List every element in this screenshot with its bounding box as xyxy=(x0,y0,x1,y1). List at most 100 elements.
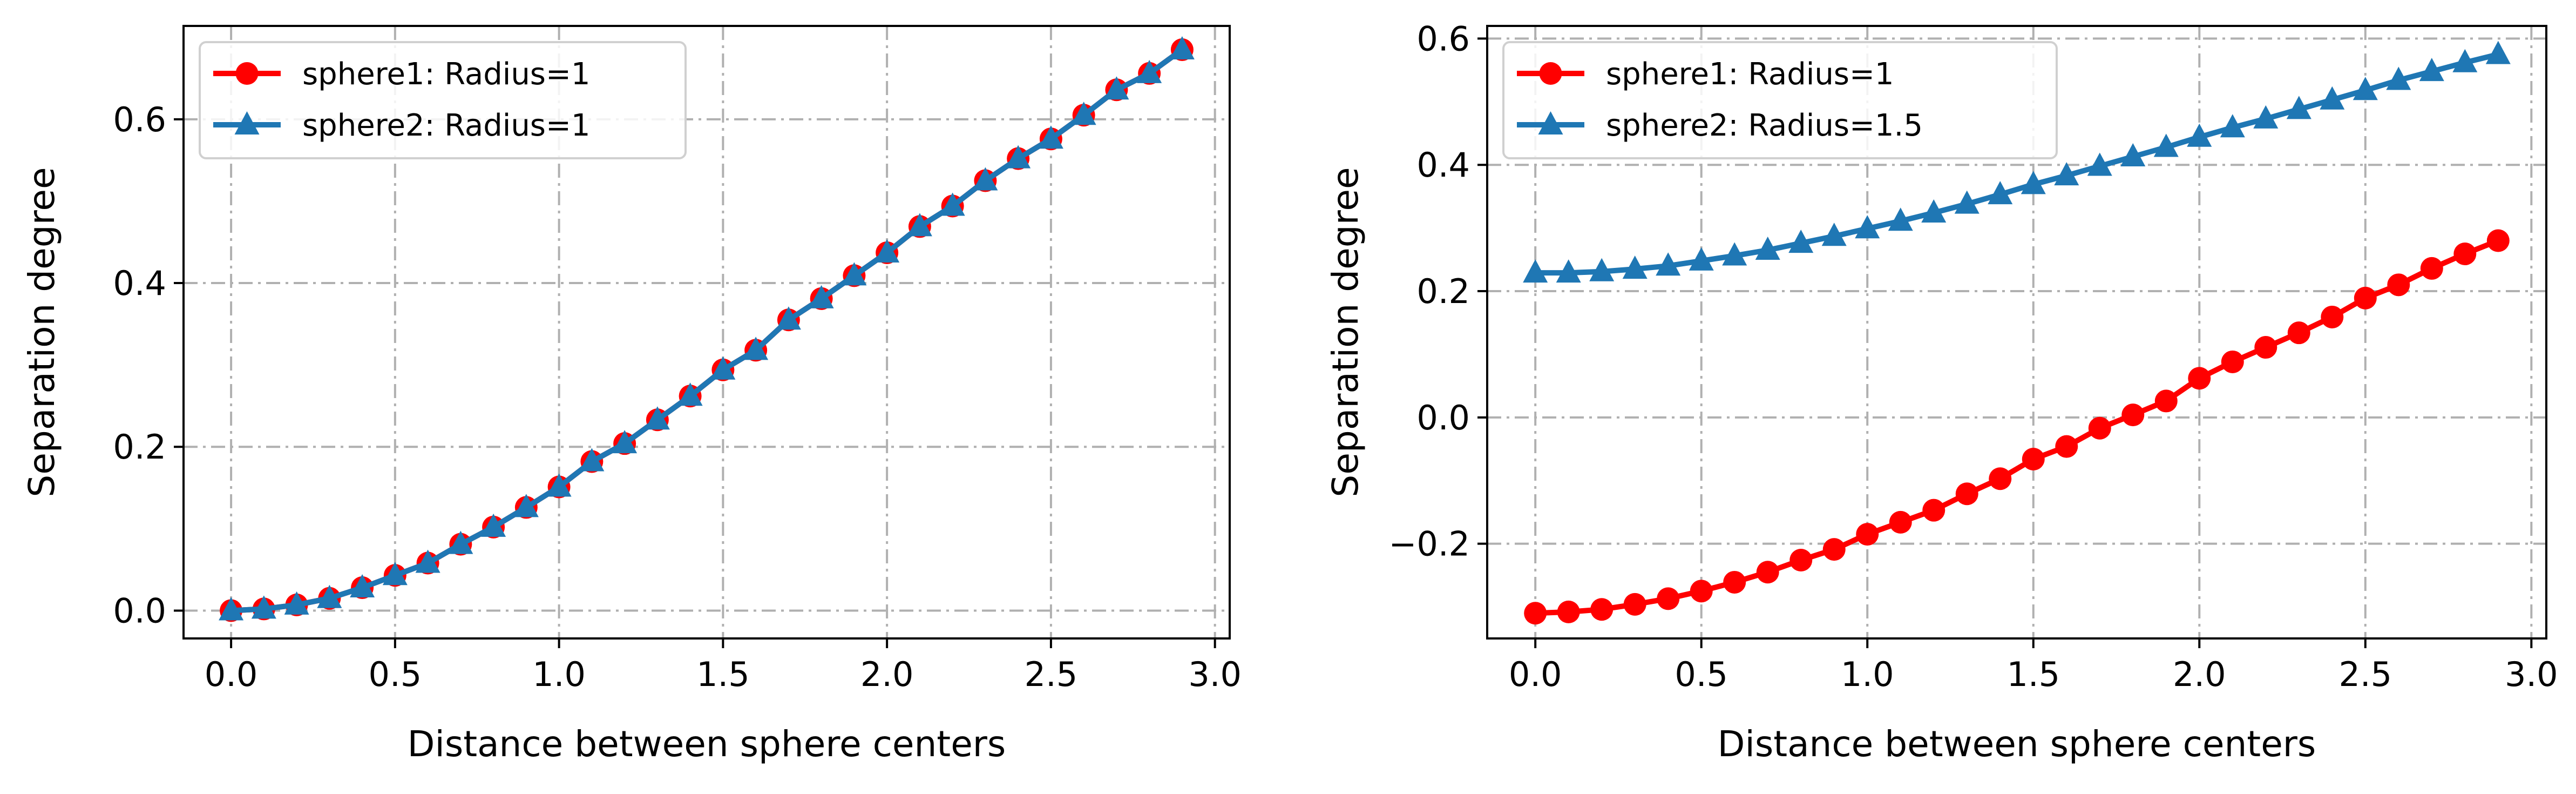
legend-marker xyxy=(234,111,260,134)
x-tick-label: 1.5 xyxy=(696,655,750,694)
x-tick-label: 3.0 xyxy=(1188,655,1242,694)
data-point xyxy=(2021,171,2046,194)
data-point xyxy=(1038,125,1063,149)
legend-label: sphere1: Radius=1 xyxy=(1606,57,1894,92)
data-point xyxy=(2419,58,2444,82)
y-tick-label: 0.4 xyxy=(1416,145,1470,185)
data-point xyxy=(1955,482,1978,506)
data-point xyxy=(2055,435,2078,458)
data-point xyxy=(448,530,473,554)
x-axis-label: Distance between sphere centers xyxy=(1718,723,2316,765)
x-tick-label: 1.0 xyxy=(532,655,586,694)
data-point xyxy=(2022,447,2045,470)
x-tick-label: 1.5 xyxy=(2006,655,2060,694)
data-point xyxy=(1622,255,1648,279)
legend: sphere1: Radius=1 sphere2: Radius=1.5 xyxy=(1502,41,2058,159)
data-point xyxy=(776,306,801,330)
data-point xyxy=(1137,59,1162,83)
y-tick-label: 0.0 xyxy=(1416,398,1470,438)
data-point xyxy=(1071,102,1096,125)
data-point xyxy=(2353,77,2378,100)
y-axis-label: Separation degree xyxy=(1325,167,1366,497)
x-tick-label: 0.5 xyxy=(369,655,422,694)
data-point xyxy=(973,167,998,191)
data-point xyxy=(1723,570,1746,594)
data-point xyxy=(2153,133,2179,157)
data-point xyxy=(1755,237,1780,260)
data-point xyxy=(1556,259,1581,283)
data-point xyxy=(2321,305,2344,328)
data-point xyxy=(1623,593,1646,616)
data-point xyxy=(284,591,309,615)
x-tick-label: 0.0 xyxy=(205,655,258,694)
data-point xyxy=(317,584,342,608)
data-point xyxy=(2287,321,2310,345)
data-point xyxy=(677,382,703,406)
data-point xyxy=(1722,242,1747,266)
data-point xyxy=(546,473,572,497)
legend: sphere1: Radius=1 sphere2: Radius=1 xyxy=(199,41,687,159)
data-point xyxy=(1888,207,1913,231)
data-point xyxy=(350,574,375,598)
legend-label: sphere2: Radius=1 xyxy=(302,108,591,143)
data-point xyxy=(1169,36,1195,59)
data-point xyxy=(1589,258,1615,281)
data-point xyxy=(2354,286,2377,309)
data-point xyxy=(2188,367,2211,390)
legend-label: sphere1: Radius=1 xyxy=(302,57,591,92)
x-tick-label: 2.5 xyxy=(1025,655,1078,694)
data-point xyxy=(1557,600,1580,623)
chart-left: 0.0 0.5 1.0 1.5 2.0 2.5 3.0 0.0 0.2 0.4 0.6 Distanc… xyxy=(21,25,1242,765)
y-axis-label: Separation degree xyxy=(21,167,63,497)
data-point xyxy=(2320,86,2345,110)
x-tick-label: 0.0 xyxy=(1509,655,1562,694)
data-point xyxy=(481,513,506,537)
data-point xyxy=(2420,257,2443,280)
y-tick-label: 0.4 xyxy=(113,264,166,303)
data-point xyxy=(2453,243,2477,266)
axes-frame xyxy=(182,25,1231,640)
data-point xyxy=(1789,549,1813,572)
y-tick-label: 0.0 xyxy=(113,591,166,630)
x-tick-label: 2.0 xyxy=(2173,655,2226,694)
legend-marker xyxy=(1538,111,1563,134)
data-point xyxy=(875,239,900,263)
data-point xyxy=(415,549,440,573)
data-point xyxy=(2054,162,2079,186)
y-tick-label: 0.6 xyxy=(113,100,166,139)
x-tick-label: 2.5 xyxy=(2338,655,2392,694)
data-point xyxy=(1954,190,1980,214)
data-point xyxy=(1855,215,1880,239)
x-tick-label: 1.0 xyxy=(1841,655,1894,694)
data-point xyxy=(1788,230,1814,253)
data-point xyxy=(645,406,670,430)
legend-box xyxy=(1502,41,2058,159)
y-tick-label: 0.6 xyxy=(1416,19,1470,58)
data-point xyxy=(2452,49,2478,72)
data-point xyxy=(809,285,834,308)
data-point xyxy=(2253,105,2279,129)
x-tick-label: 0.5 xyxy=(1675,655,1728,694)
data-point xyxy=(710,356,736,380)
legend-label: sphere2: Radius=1.5 xyxy=(1606,108,1923,143)
data-point xyxy=(940,192,965,216)
grid xyxy=(1487,26,2546,638)
data-point xyxy=(1523,259,1548,283)
data-point xyxy=(1856,523,1879,546)
data-point xyxy=(1921,199,1947,223)
chart-right: 0.0 0.5 1.0 1.5 2.0 2.5 3.0 −0.2 0.0 0.2 0.4 0.6 Dis… xyxy=(1325,19,2558,765)
legend-marker xyxy=(1539,62,1562,85)
data-point xyxy=(1590,598,1614,621)
data-point xyxy=(2187,123,2212,147)
data-point xyxy=(2386,66,2411,90)
data-point xyxy=(612,430,638,454)
data-point xyxy=(2485,41,2511,64)
data-point xyxy=(1988,181,2013,205)
data-point xyxy=(2254,336,2277,359)
data-point xyxy=(1656,252,1681,276)
data-point xyxy=(2387,273,2410,297)
data-point xyxy=(2286,96,2311,119)
data-point xyxy=(1922,499,1945,522)
data-point xyxy=(2221,350,2244,373)
data-point xyxy=(251,595,276,619)
